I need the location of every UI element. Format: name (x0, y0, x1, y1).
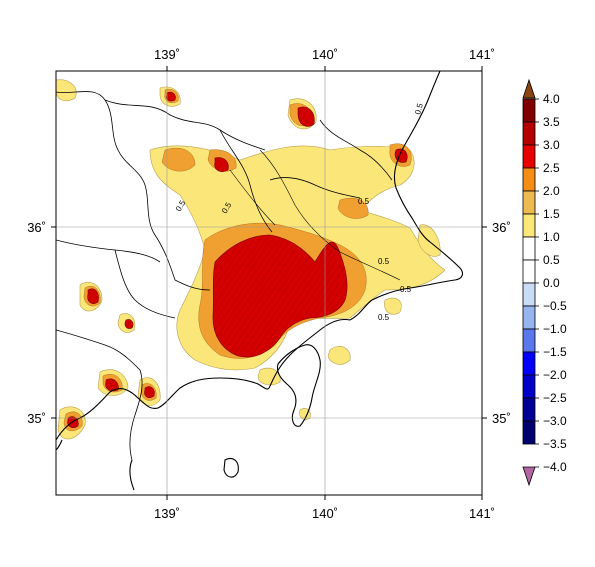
colorbar-label: −3.0 (543, 414, 567, 428)
prefecture-boundaries (56, 91, 393, 461)
colorbar-label: −1.5 (543, 345, 567, 359)
colorbar-label: −2.0 (543, 368, 567, 382)
colorbar-label: −0.5 (543, 299, 567, 313)
colorbar-label: 3.0 (543, 138, 560, 152)
colorbar-box (522, 305, 536, 330)
lon-label-top: 140˚ (312, 47, 338, 62)
colorbar-labels: 4.0 3.5 3.0 2.5 2.0 1.5 1.0 0.5 0.0 −0.5 −1.0 −1.5 −… (535, 92, 567, 474)
colorbar-box (522, 351, 536, 376)
contour-label: 0.5 (400, 285, 412, 294)
anomaly-band-red (67, 91, 408, 428)
colorbar-label: 1.5 (543, 207, 560, 221)
contour-label: 0.5 (413, 102, 425, 116)
colorbar-box (522, 282, 536, 307)
map-frame (55, 70, 483, 496)
lon-label-bottom: 139˚ (154, 506, 180, 521)
colorbar-label: −3.5 (543, 437, 567, 451)
colorbar-box (522, 213, 536, 238)
lon-label-bottom: 140˚ (312, 506, 338, 521)
colorbar-label: 3.5 (543, 115, 560, 129)
colorbar-box (522, 190, 536, 215)
colorbar-label: 0.5 (543, 253, 560, 267)
colorbar-box (522, 167, 536, 192)
colorbar-box (522, 420, 536, 445)
contour-label: 0.5 (378, 313, 390, 322)
axis-ticks (51, 66, 487, 500)
lat-label-left: 35˚ (27, 411, 46, 426)
colorbar-boxes (522, 98, 536, 445)
lat-label-right: 35˚ (492, 411, 511, 426)
colorbar: 4.0 3.5 3.0 2.5 2.0 1.5 1.0 0.5 0.0 −0.5 −1.0 −1.5 −… (522, 78, 567, 487)
lat-label-left: 36˚ (27, 220, 46, 235)
lon-label-bottom: 141˚ (469, 506, 495, 521)
colorbar-label: 0.0 (543, 276, 560, 290)
colorbar-label: −1.0 (543, 322, 567, 336)
colorbar-box (522, 328, 536, 353)
colorbar-box (522, 374, 536, 399)
colorbar-label: 2.5 (543, 161, 560, 175)
colorbar-box (522, 144, 536, 169)
colorbar-bottom-arrow (522, 466, 536, 487)
map-panel: 0.5 0.5 0.5 0.5 0.5 0.5 0.5 (56, 71, 482, 495)
colorbar-box (522, 121, 536, 146)
colorbar-label: 2.0 (543, 184, 560, 198)
contour-label: 0.5 (378, 257, 390, 266)
lon-label-top: 141˚ (469, 47, 495, 62)
colorbar-box (522, 397, 536, 422)
colorbar-label: 4.0 (543, 92, 560, 106)
lon-label-top: 139˚ (154, 47, 180, 62)
colorbar-box (522, 98, 536, 123)
colorbar-label: −2.5 (543, 391, 567, 405)
colorbar-label: 1.0 (543, 230, 560, 244)
colorbar-box (522, 259, 536, 284)
colorbar-box (522, 236, 536, 261)
colorbar-label: −4.0 (543, 460, 567, 474)
contour-label: 0.5 (358, 197, 370, 206)
graticule (56, 71, 482, 495)
longitude-labels: 139˚ 140˚ 141˚ 139˚ 140˚ 141˚ (154, 47, 495, 521)
rivers (229, 149, 401, 281)
latitude-labels: 36˚ 35˚ 36˚ 35˚ (27, 220, 511, 426)
coastline (56, 71, 464, 491)
colorbar-top-arrow (522, 78, 536, 99)
lat-label-right: 36˚ (492, 220, 511, 235)
